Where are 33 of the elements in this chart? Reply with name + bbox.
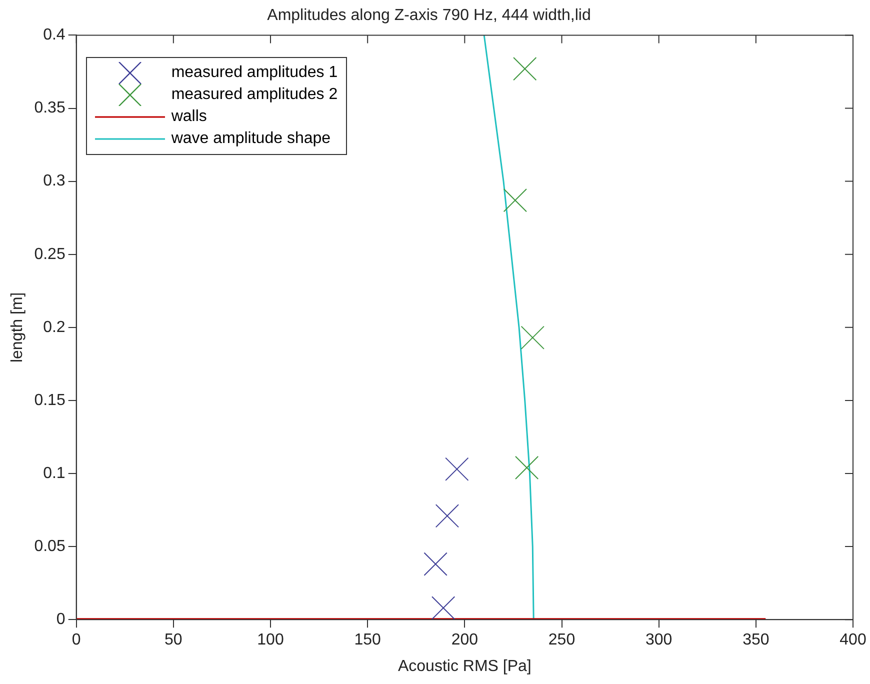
x-tick-label: 100: [257, 632, 284, 649]
x-tick-label: 0: [72, 632, 81, 649]
legend-label: walls: [171, 108, 207, 126]
y-tick-label: 0: [56, 611, 66, 628]
legend-label: measured amplitudes 1: [171, 64, 338, 82]
point: [520, 326, 544, 350]
y-tick-label: 0.25: [34, 246, 66, 263]
x-tick-label: 200: [451, 632, 478, 649]
x-tick-label: 400: [840, 632, 866, 649]
legend-label: wave amplitude shape: [171, 130, 331, 148]
point: [513, 56, 537, 81]
y-tick-label: 0.35: [34, 100, 66, 117]
point: [435, 504, 460, 528]
y-tick-label: 0.3: [43, 172, 66, 190]
y-tick-label: 0.05: [34, 538, 66, 555]
y-tick-label: 0.2: [43, 318, 66, 336]
point: [445, 457, 469, 481]
x-tick-label: 50: [164, 632, 182, 649]
y-tick-label: 0.4: [43, 26, 66, 44]
x-tick-label: 300: [645, 632, 672, 649]
y-axis-title: length [m]: [9, 292, 26, 363]
point: [503, 188, 527, 212]
legend-label: measured amplitudes 2: [171, 86, 338, 104]
point: [432, 596, 456, 620]
x-tick-label: 150: [354, 632, 382, 649]
point: [424, 552, 448, 576]
y-tick-label: 0.1: [43, 464, 66, 482]
chart-title: Amplitudes along Z-axis 790 Hz, 444 width,lid: [267, 7, 591, 24]
point: [514, 456, 539, 480]
x-axis-title: Acoustic RMS [Pa]: [398, 658, 532, 675]
x-tick-label: 250: [548, 632, 576, 649]
x-tick-label: 350: [742, 632, 770, 649]
y-tick-label: 0.15: [34, 392, 66, 409]
